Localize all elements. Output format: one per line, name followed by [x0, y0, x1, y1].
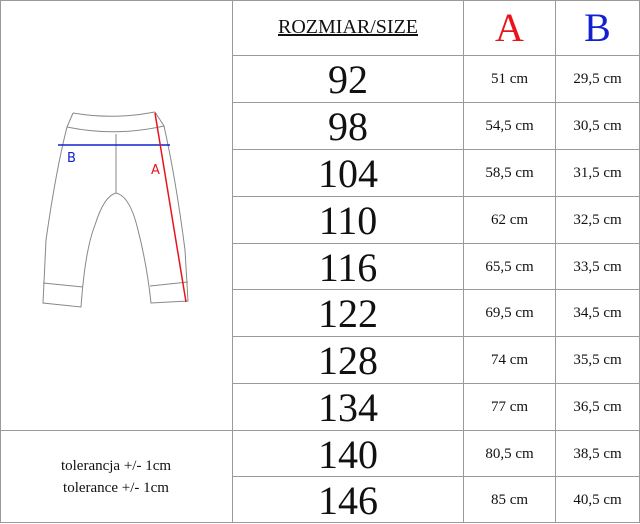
tolerance-pl: tolerancja +/- 1cm: [60, 458, 172, 474]
row-divider: [232, 289, 640, 290]
row-divider: [232, 336, 640, 337]
divider: [463, 0, 464, 523]
measure-line-a: [154, 112, 187, 303]
row-b: 40,5 cm: [573, 492, 622, 508]
row-size: 146: [318, 477, 378, 523]
row-b: 33,5 cm: [573, 259, 622, 275]
border: [0, 0, 640, 1]
row-divider: [232, 102, 640, 103]
row-size: 122: [318, 290, 378, 336]
row-a: 85 cm: [490, 492, 529, 508]
row-a: 69,5 cm: [485, 305, 534, 321]
border: [0, 0, 1, 523]
row-b: 32,5 cm: [573, 212, 622, 228]
divider: [555, 0, 556, 523]
row-b: 38,5 cm: [573, 446, 622, 462]
tolerance-note: tolerancja +/- 1cm tolerance +/- 1cm: [0, 431, 232, 523]
header-b: B: [584, 5, 611, 50]
row-a: 80,5 cm: [485, 446, 534, 462]
tolerance-en: tolerance +/- 1cm: [63, 480, 169, 496]
row-a: 65,5 cm: [485, 259, 534, 275]
pants-diagram: B A: [42, 111, 189, 308]
row-divider: [232, 430, 640, 431]
row-a: 54,5 cm: [485, 118, 534, 134]
row-a: 62 cm: [490, 212, 529, 228]
row-size: 104: [318, 150, 378, 196]
row-divider: [232, 476, 640, 477]
row-b: 36,5 cm: [573, 399, 622, 415]
row-divider: [232, 149, 640, 150]
label-b: B: [67, 151, 76, 166]
row-a: 74 cm: [490, 352, 529, 368]
pants-outline: [42, 111, 189, 308]
row-a: 58,5 cm: [485, 165, 534, 181]
row-divider: [232, 55, 640, 56]
row-divider: [232, 383, 640, 384]
row-b: 34,5 cm: [573, 305, 622, 321]
row-size: 140: [318, 431, 378, 477]
row-size: 92: [328, 56, 368, 102]
row-size: 134: [318, 384, 378, 430]
row-divider: [232, 196, 640, 197]
row-b: 31,5 cm: [573, 165, 622, 181]
header-size: ROZMIAR/SIZE: [278, 16, 418, 38]
row-b: 30,5 cm: [573, 118, 622, 134]
row-size: 110: [318, 197, 378, 243]
row-a: 51 cm: [490, 71, 529, 87]
row-a: 77 cm: [490, 399, 529, 415]
row-size: 116: [318, 244, 378, 290]
row-b: 35,5 cm: [573, 352, 622, 368]
row-b: 29,5 cm: [573, 71, 622, 87]
label-a: A: [151, 163, 160, 178]
header-a: A: [495, 5, 524, 50]
row-divider: [232, 243, 640, 244]
divider: [232, 0, 233, 523]
row-size: 128: [318, 337, 378, 383]
row-size: 98: [328, 103, 368, 149]
